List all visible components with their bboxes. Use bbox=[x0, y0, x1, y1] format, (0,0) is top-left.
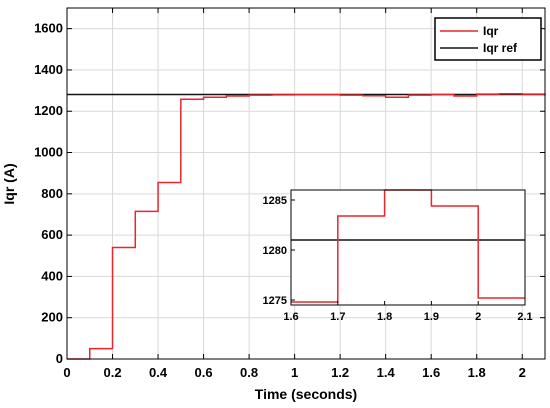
main-plot-frame bbox=[66, 7, 546, 360]
y-tick-label: 0 bbox=[56, 351, 63, 366]
inset-plot-frame bbox=[290, 189, 526, 306]
series-iqr-line bbox=[67, 92, 546, 360]
y-tick-label: 1000 bbox=[34, 145, 63, 160]
inset-x-tick-label: 1.6 bbox=[283, 311, 298, 323]
x-tick-label: 1 bbox=[291, 365, 298, 380]
main-series bbox=[67, 92, 546, 360]
x-axis-label: Time (seconds) bbox=[255, 386, 357, 402]
inset-y-tick-label: 1285 bbox=[263, 195, 287, 207]
x-tick-label: 1.4 bbox=[377, 365, 396, 380]
legend: Iqr Iqr ref bbox=[434, 17, 542, 61]
y-tick-label: 400 bbox=[41, 268, 63, 283]
legend-box bbox=[434, 17, 542, 61]
x-tick-label: 1.6 bbox=[422, 365, 440, 380]
y-tick-label: 1400 bbox=[34, 62, 63, 77]
inset-background bbox=[291, 190, 525, 305]
x-tick-label: 0 bbox=[63, 365, 70, 380]
inset-x-tick-label: 1.9 bbox=[424, 311, 439, 323]
main-ticks: 0 0.2 0.4 0.6 0.8 1 1.2 1.4 1.6 1.8 2 0 200 400 600 800… bbox=[34, 8, 545, 380]
inset-y-tick-label: 1280 bbox=[263, 245, 287, 257]
x-tick-label: 0.6 bbox=[195, 365, 213, 380]
x-tick-label: 2 bbox=[519, 365, 526, 380]
y-axis-label: Iqr (A) bbox=[1, 163, 17, 204]
legend-iqr-label: Iqr bbox=[483, 24, 499, 38]
y-tick-label: 1600 bbox=[34, 21, 63, 36]
inset-ticks: 1.6 1.7 1.8 1.9 2 2.1 1275 1280 1285 bbox=[263, 195, 533, 323]
x-tick-label: 0.2 bbox=[103, 365, 121, 380]
y-tick-label: 1200 bbox=[34, 103, 63, 118]
y-tick-label: 600 bbox=[41, 227, 63, 242]
y-tick-label: 200 bbox=[41, 310, 63, 325]
x-tick-label: 0.8 bbox=[240, 365, 258, 380]
inset-y-tick-label: 1275 bbox=[263, 295, 287, 307]
inset-x-tick-label: 1.8 bbox=[377, 311, 392, 323]
inset-x-tick-label: 2.1 bbox=[517, 311, 532, 323]
legend-iqr-ref-label: Iqr ref bbox=[483, 41, 518, 55]
x-tick-label: 1.2 bbox=[331, 365, 349, 380]
inset-x-tick-label: 1.7 bbox=[330, 311, 345, 323]
y-tick-label: 800 bbox=[41, 186, 63, 201]
inset-x-tick-label: 2 bbox=[475, 311, 481, 323]
x-tick-label: 0.4 bbox=[149, 365, 168, 380]
x-tick-label: 1.8 bbox=[468, 365, 486, 380]
